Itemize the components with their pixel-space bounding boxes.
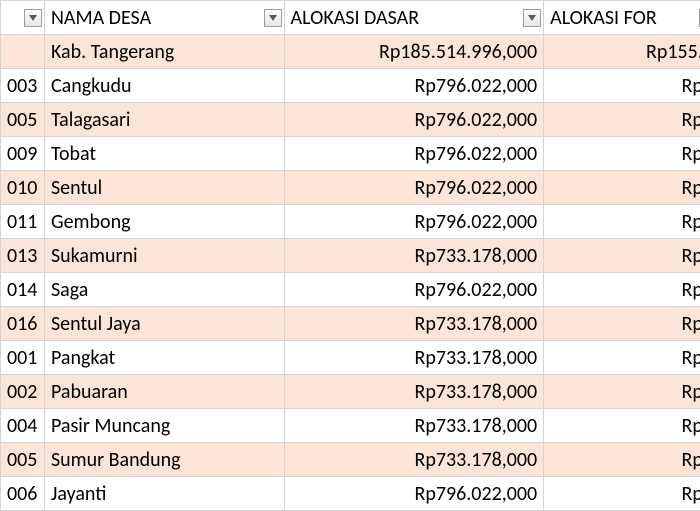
cell-code[interactable]: 016 (1, 307, 45, 341)
cell-code[interactable]: 004 (1, 409, 45, 443)
filter-button-name[interactable] (264, 9, 282, 27)
chevron-down-icon (528, 15, 536, 21)
cell-alok1[interactable]: Rp733.178,000 (284, 409, 544, 443)
header-alok1-label: ALOKASI DASAR (291, 6, 442, 30)
cell-code[interactable]: 006 (1, 477, 45, 511)
cell-alok1[interactable]: Rp733.178,000 (284, 307, 544, 341)
cell-alok1[interactable]: Rp733.178,000 (284, 443, 544, 477)
cell-code[interactable]: 010 (1, 171, 45, 205)
table-row: 006JayantiRp796.022,000Rp5 (1, 477, 700, 511)
cell-alok2[interactable]: Rp4 (544, 409, 700, 443)
cell-name[interactable]: Sumur Bandung (44, 443, 284, 477)
cell-alok1[interactable]: Rp733.178,000 (284, 341, 544, 375)
cell-name[interactable]: Pabuaran (44, 375, 284, 409)
cell-name[interactable]: Talagasari (44, 103, 284, 137)
cell-alok2[interactable]: Rp4 (544, 341, 700, 375)
header-code[interactable] (1, 1, 45, 35)
table-row: 010SentulRp796.022,000Rp5 (1, 171, 700, 205)
cell-code[interactable]: 009 (1, 137, 45, 171)
cell-alok1[interactable]: Rp796.022,000 (284, 205, 544, 239)
cell-alok2[interactable]: Rp155.0 (544, 35, 700, 69)
table-row: 002PabuaranRp733.178,000Rp9 (1, 375, 700, 409)
cell-code[interactable]: 003 (1, 69, 45, 103)
cell-code[interactable]: 013 (1, 239, 45, 273)
cell-name[interactable]: Pangkat (44, 341, 284, 375)
cell-code[interactable]: 005 (1, 443, 45, 477)
cell-alok2[interactable]: Rp4 (544, 137, 700, 171)
cell-name[interactable]: Cangkudu (44, 69, 284, 103)
cell-code[interactable]: 001 (1, 341, 45, 375)
cell-name[interactable]: Tobat (44, 137, 284, 171)
header-name-label: NAMA DESA (51, 6, 173, 30)
cell-alok2[interactable]: Rp5 (544, 171, 700, 205)
header-alok2-label: ALOKASI FOR (550, 6, 679, 30)
cell-alok2[interactable]: Rp9 (544, 375, 700, 409)
cell-alok1[interactable]: Rp733.178,000 (284, 239, 544, 273)
table-row: 014SagaRp796.022,000Rp8 (1, 273, 700, 307)
table-row: 004Pasir MuncangRp733.178,000Rp4 (1, 409, 700, 443)
table-row: 016Sentul JayaRp733.178,000Rp2 (1, 307, 700, 341)
filter-button-alok1[interactable] (523, 9, 541, 27)
summary-row: Kab. Tangerang Rp185.514.996,000 Rp155.0 (1, 35, 700, 69)
cell-code[interactable]: 014 (1, 273, 45, 307)
cell-name[interactable]: Jayanti (44, 477, 284, 511)
cell-alok1[interactable]: Rp796.022,000 (284, 103, 544, 137)
cell-alok2[interactable]: Rp4 (544, 69, 700, 103)
cell-name[interactable]: Sukamurni (44, 239, 284, 273)
table-row: 011GembongRp796.022,000Rp5 (1, 205, 700, 239)
cell-alok1[interactable]: Rp796.022,000 (284, 477, 544, 511)
cell-alok1[interactable]: Rp733.178,000 (284, 375, 544, 409)
cell-alok1[interactable]: Rp185.514.996,000 (284, 35, 544, 69)
header-name[interactable]: NAMA DESA (44, 1, 284, 35)
cell-name[interactable]: Sentul (44, 171, 284, 205)
chevron-down-icon (29, 15, 37, 21)
cell-alok1[interactable]: Rp796.022,000 (284, 69, 544, 103)
cell-name[interactable]: Pasir Muncang (44, 409, 284, 443)
table-row: 003CangkuduRp796.022,000Rp4 (1, 69, 700, 103)
cell-alok2[interactable]: Rp4 (544, 443, 700, 477)
chevron-down-icon (269, 15, 277, 21)
header-row: NAMA DESA ALOKASI DASAR ALOKASI FOR (1, 1, 700, 35)
filter-button-code[interactable] (24, 9, 42, 27)
cell-alok2[interactable]: Rp5 (544, 239, 700, 273)
cell-alok1[interactable]: Rp796.022,000 (284, 171, 544, 205)
cell-alok2[interactable]: Rp5 (544, 205, 700, 239)
cell-code[interactable]: 011 (1, 205, 45, 239)
table-row: 005TalagasariRp796.022,000Rp3 (1, 103, 700, 137)
cell-name[interactable]: Saga (44, 273, 284, 307)
cell-code[interactable] (1, 35, 45, 69)
table-row: 009TobatRp796.022,000Rp4 (1, 137, 700, 171)
cell-code[interactable]: 002 (1, 375, 45, 409)
header-alokasi-dasar[interactable]: ALOKASI DASAR (284, 1, 544, 35)
table-row: 001PangkatRp733.178,000Rp4 (1, 341, 700, 375)
cell-alok2[interactable]: Rp5 (544, 477, 700, 511)
spreadsheet-table: NAMA DESA ALOKASI DASAR ALOKASI FOR Kab.… (0, 0, 700, 511)
table-row: 005Sumur BandungRp733.178,000Rp4 (1, 443, 700, 477)
cell-alok2[interactable]: Rp8 (544, 273, 700, 307)
cell-name[interactable]: Kab. Tangerang (44, 35, 284, 69)
cell-name[interactable]: Gembong (44, 205, 284, 239)
cell-alok1[interactable]: Rp796.022,000 (284, 273, 544, 307)
cell-alok2[interactable]: Rp3 (544, 103, 700, 137)
table-row: 013SukamurniRp733.178,000Rp5 (1, 239, 700, 273)
header-alokasi-for[interactable]: ALOKASI FOR (544, 1, 700, 35)
cell-alok2[interactable]: Rp2 (544, 307, 700, 341)
cell-alok1[interactable]: Rp796.022,000 (284, 137, 544, 171)
cell-code[interactable]: 005 (1, 103, 45, 137)
cell-name[interactable]: Sentul Jaya (44, 307, 284, 341)
